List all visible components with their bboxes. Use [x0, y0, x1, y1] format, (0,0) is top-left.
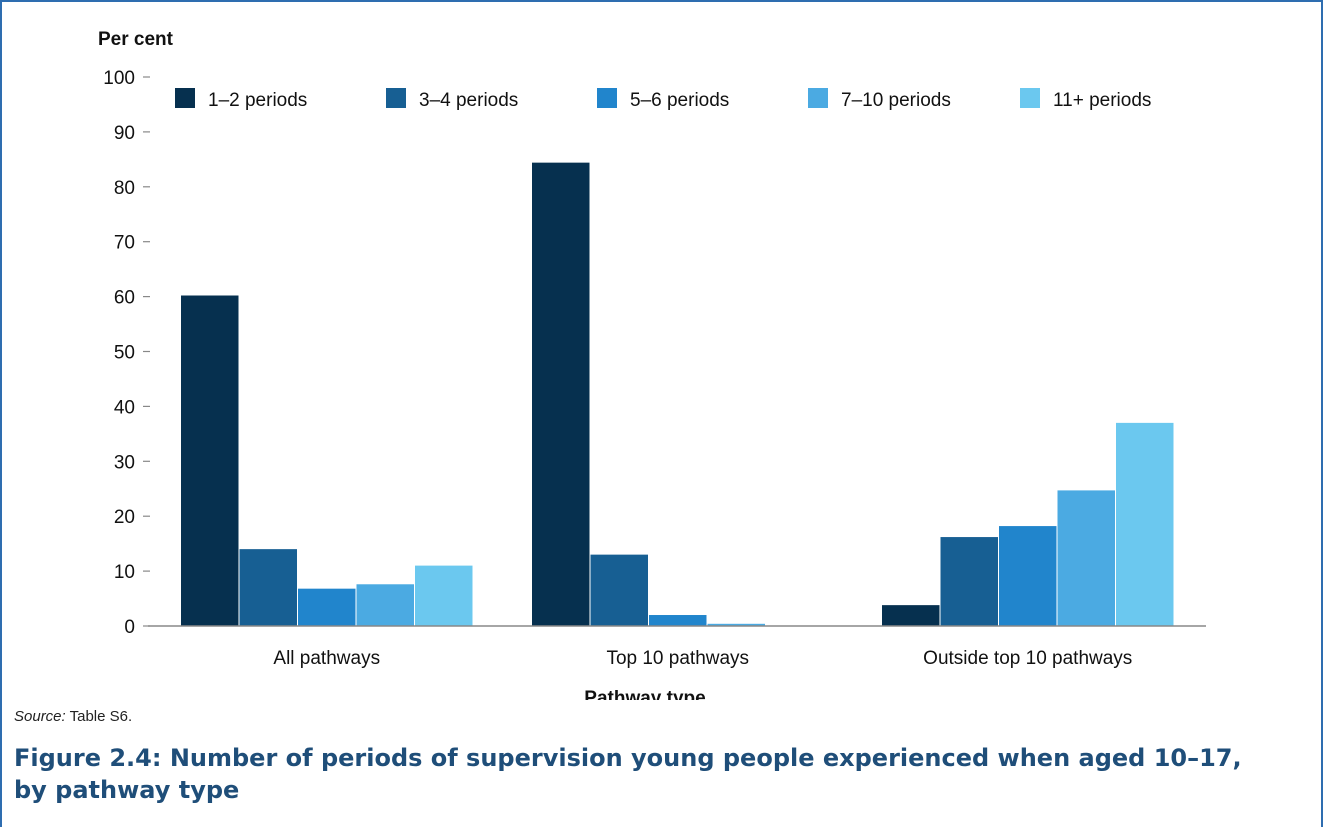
category-label: Top 10 pathways [606, 648, 749, 669]
legend-swatch [175, 88, 195, 108]
category-label: All pathways [273, 648, 380, 669]
bar-1-4 [356, 584, 414, 626]
y-tick-label: 40 [114, 397, 135, 418]
legend-label: 7–10 periods [841, 90, 951, 111]
source-note: Source: Table S6. [14, 708, 132, 725]
category-label: Outside top 10 pathways [923, 648, 1132, 669]
bar-3-5 [1116, 422, 1174, 626]
bar-1-5 [415, 565, 473, 626]
bar-3-1 [882, 605, 940, 626]
bar-2-3 [649, 615, 707, 626]
category-labels: All pathways Top 10 pathways Outside top 1… [273, 648, 1132, 669]
y-tick-label: 50 [114, 343, 135, 364]
bars [181, 162, 1174, 627]
bar-3-2 [940, 537, 998, 626]
y-tick-label: 100 [103, 68, 135, 89]
bar-3-3 [999, 526, 1057, 626]
source-text: Table S6. [69, 708, 133, 725]
bar-2-1 [532, 162, 590, 627]
bar-3-4 [1057, 490, 1115, 626]
bar-1-3 [298, 588, 356, 626]
bar-2-2 [590, 554, 648, 626]
y-tick-label: 80 [114, 178, 135, 199]
y-tick-label: 60 [114, 288, 135, 309]
bar-2-4 [707, 623, 765, 626]
x-axis-title: Pathway type [584, 688, 705, 700]
legend-swatch [1020, 88, 1040, 108]
y-tick-label: 70 [114, 233, 135, 254]
figure-caption: Figure 2.4: Number of periods of supervi… [14, 742, 1294, 806]
legend-label: 3–4 periods [419, 90, 518, 111]
y-tick-label: 90 [114, 123, 135, 144]
legend-label: 11+ periods [1053, 90, 1151, 111]
legend: 1–2 periods 3–4 periods 5–6 periods 7–10 pe… [175, 88, 1151, 111]
y-axis-title: Per cent [98, 29, 174, 50]
source-label: Source: [14, 708, 66, 725]
bar-chart: Per cent 0 10 20 30 40 50 60 70 80 90 100 All path… [98, 29, 1206, 700]
y-axis-ticks: 0 10 20 30 40 50 60 70 80 90 100 [103, 68, 150, 638]
legend-label: 5–6 periods [630, 90, 729, 111]
y-tick-label: 0 [124, 617, 135, 638]
caption-line-1: Figure 2.4: Number of periods of supervi… [14, 744, 1242, 772]
y-tick-label: 10 [114, 562, 135, 583]
y-tick-label: 20 [114, 507, 135, 528]
legend-label: 1–2 periods [208, 90, 307, 111]
bar-1-1 [181, 295, 239, 626]
caption-line-2: by pathway type [14, 776, 240, 804]
legend-swatch [808, 88, 828, 108]
y-tick-label: 30 [114, 452, 135, 473]
bar-1-2 [239, 549, 297, 626]
legend-swatch [386, 88, 406, 108]
legend-swatch [597, 88, 617, 108]
